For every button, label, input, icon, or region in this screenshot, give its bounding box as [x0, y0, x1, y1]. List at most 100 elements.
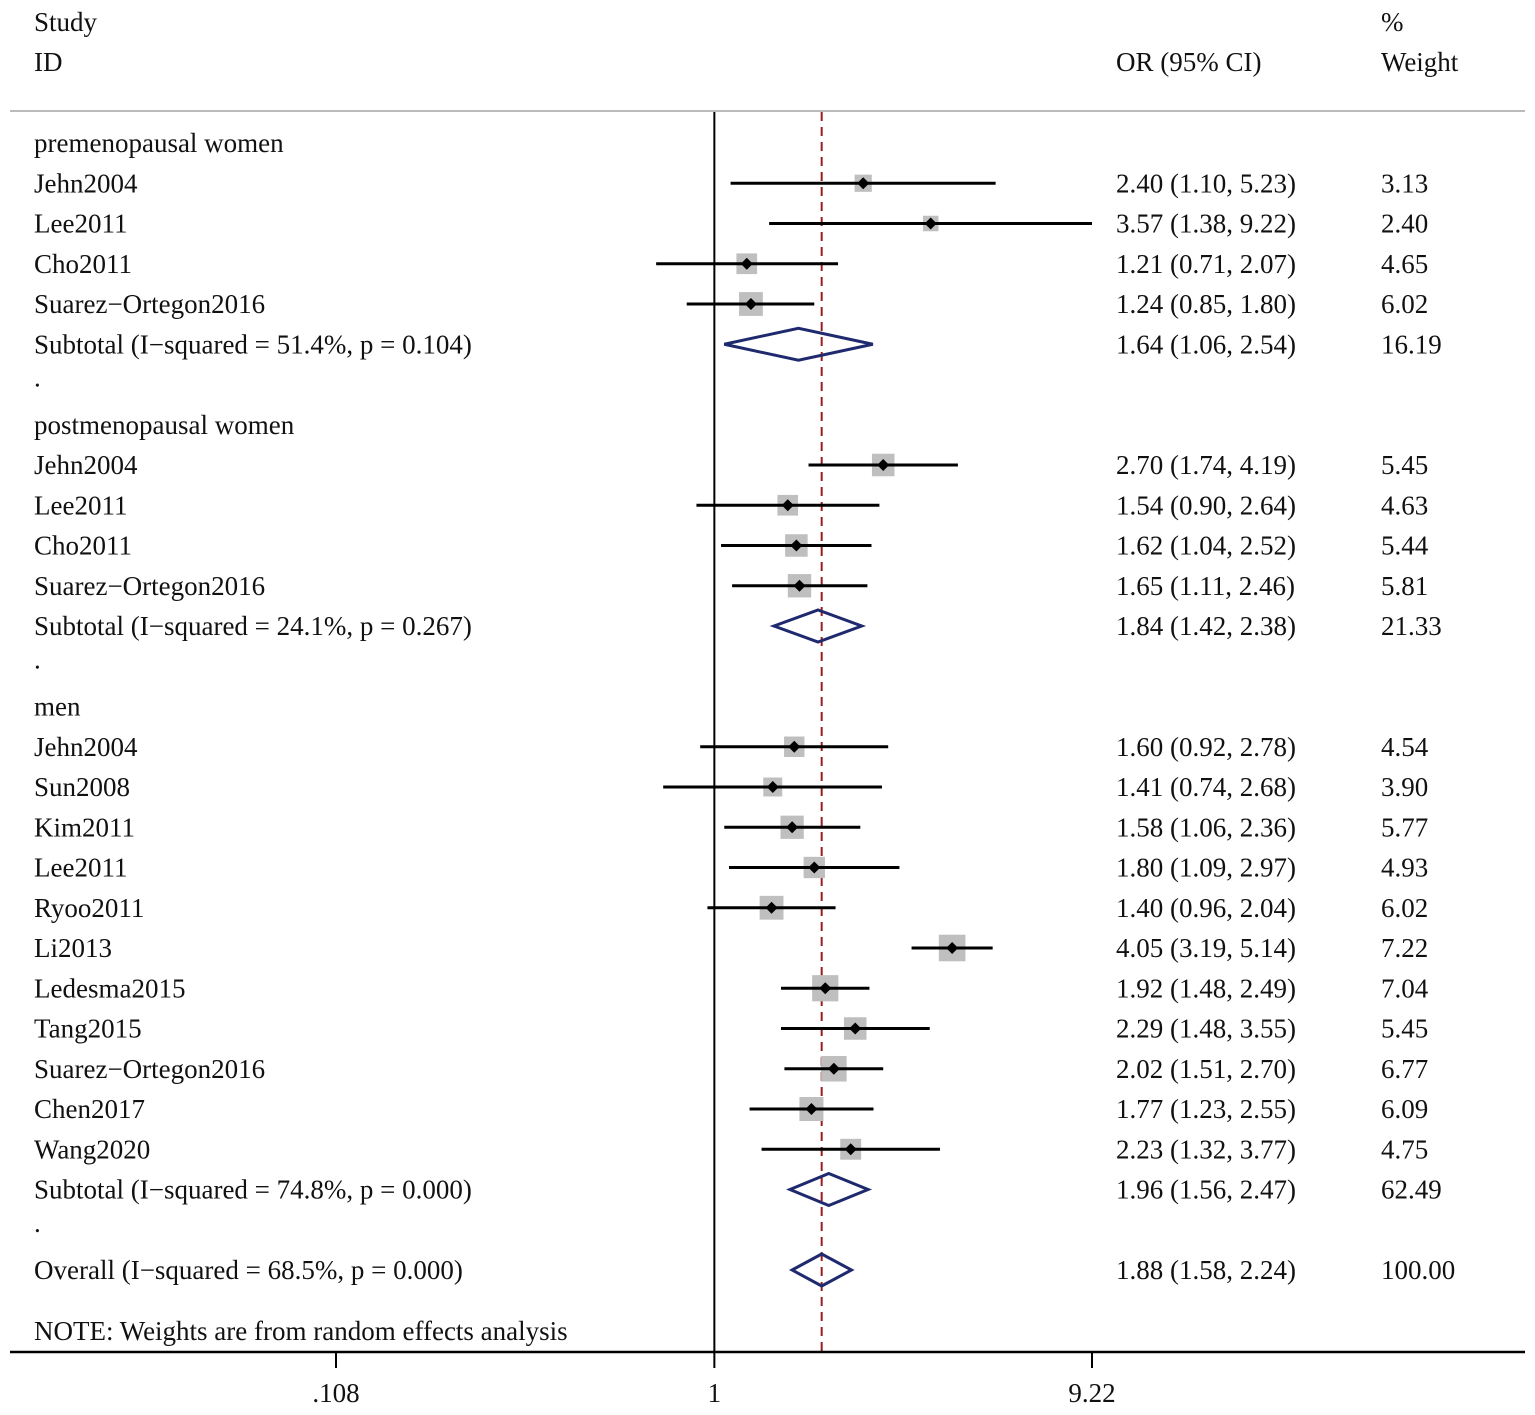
- study-id: Chen2017: [34, 1094, 145, 1124]
- study-id: Cho2011: [34, 531, 132, 561]
- study-point-estimate: [786, 821, 799, 834]
- subtotal-weight: 62.49: [1381, 1175, 1442, 1205]
- study-point-estimate: [819, 982, 832, 995]
- forest-rows: premenopausal women Jehn2004 2.40 (1.10, 5…: [34, 128, 1455, 1288]
- x-tick-label: .108: [312, 1378, 359, 1408]
- study-weight: 6.09: [1381, 1094, 1428, 1124]
- subtotal-diamond: [786, 1171, 873, 1208]
- study-weight: 4.75: [1381, 1134, 1428, 1164]
- study-point-estimate: [827, 1062, 840, 1075]
- study-or-ci: 1.54 (0.90, 2.64): [1116, 490, 1296, 520]
- study-weight: 6.02: [1381, 893, 1428, 923]
- study-or-ci: 1.92 (1.48, 2.49): [1116, 973, 1296, 1003]
- study-or-ci: 1.21 (0.71, 2.07): [1116, 249, 1296, 279]
- subtotal-label: Subtotal (I−squared = 51.4%, p = 0.104): [34, 329, 472, 359]
- group-label: postmenopausal women: [34, 410, 295, 440]
- x-tick-label: 9.22: [1068, 1378, 1115, 1408]
- study-point-estimate: [765, 901, 778, 914]
- study-or-ci: 1.58 (1.06, 2.36): [1116, 812, 1296, 842]
- spacer-dot: .: [34, 363, 41, 393]
- study-or-ci: 2.29 (1.48, 3.55): [1116, 1014, 1296, 1044]
- study-point-estimate: [766, 781, 779, 793]
- study-point-estimate: [740, 257, 753, 270]
- subtotal-or-ci: 1.64 (1.06, 2.54): [1116, 329, 1296, 359]
- study-weight: 3.13: [1381, 168, 1428, 198]
- subtotal-label: Subtotal (I−squared = 24.1%, p = 0.267): [34, 611, 472, 641]
- study-point-estimate: [788, 740, 801, 753]
- study-id: Lee2011: [34, 209, 127, 239]
- study-or-ci: 1.40 (0.96, 2.04): [1116, 893, 1296, 923]
- study-point-estimate: [808, 861, 821, 874]
- study-or-ci: 2.02 (1.51, 2.70): [1116, 1054, 1296, 1084]
- study-point-estimate: [805, 1103, 818, 1115]
- spacer-dot: .: [34, 1208, 41, 1238]
- overall-diamond: [788, 1252, 855, 1288]
- study-id: Sun2008: [34, 772, 130, 802]
- subtotal-diamond: [723, 326, 874, 362]
- study-id: Jehn2004: [34, 168, 138, 198]
- study-or-ci: 1.80 (1.09, 2.97): [1116, 853, 1296, 883]
- study-weight: 6.02: [1381, 289, 1428, 319]
- overall-or-ci: 1.88 (1.58, 2.24): [1116, 1255, 1296, 1285]
- study-point-estimate: [924, 217, 937, 230]
- overall-weight: 100.00: [1381, 1255, 1455, 1285]
- study-id: Jehn2004: [34, 450, 138, 480]
- study-weight: 4.54: [1381, 732, 1429, 762]
- study-id: Li2013: [34, 933, 112, 963]
- study-id: Ledesma2015: [34, 973, 185, 1003]
- study-id: Lee2011: [34, 490, 127, 520]
- study-weight: 5.45: [1381, 1014, 1428, 1044]
- study-id: Suarez−Ortegon2016: [34, 289, 265, 319]
- study-weight: 5.77: [1381, 812, 1428, 842]
- study-weight: 6.77: [1381, 1054, 1428, 1084]
- note-text: NOTE: Weights are from random effects an…: [34, 1316, 568, 1346]
- header-study: Study: [34, 7, 98, 37]
- study-weight: 7.22: [1381, 933, 1428, 963]
- study-or-ci: 1.41 (0.74, 2.68): [1116, 772, 1296, 802]
- study-weight: 7.04: [1381, 973, 1429, 1003]
- study-id: Tang2015: [34, 1014, 142, 1044]
- study-or-ci: 2.23 (1.32, 3.77): [1116, 1134, 1296, 1164]
- study-id: Wang2020: [34, 1134, 150, 1164]
- study-point-estimate: [849, 1022, 862, 1035]
- study-or-ci: 1.24 (0.85, 1.80): [1116, 289, 1296, 319]
- study-point-estimate: [844, 1143, 857, 1156]
- group-label: men: [34, 692, 81, 722]
- study-weight: 4.93: [1381, 853, 1428, 883]
- study-id: Lee2011: [34, 853, 127, 883]
- study-point-estimate: [790, 539, 803, 552]
- study-weight: 3.90: [1381, 772, 1428, 802]
- subtotal-label: Subtotal (I−squared = 74.8%, p = 0.000): [34, 1175, 472, 1205]
- header-weight: Weight: [1381, 47, 1459, 77]
- study-weight: 4.63: [1381, 490, 1428, 520]
- study-id: Jehn2004: [34, 732, 138, 762]
- study-weight: 5.44: [1381, 531, 1429, 561]
- header-weight-percent: %: [1381, 7, 1404, 37]
- study-weight: 4.65: [1381, 249, 1428, 279]
- study-id: Suarez−Ortegon2016: [34, 1054, 265, 1084]
- header-or-ci: OR (95% CI): [1116, 47, 1261, 77]
- subtotal-diamond: [769, 608, 867, 644]
- study-weight: 5.81: [1381, 571, 1428, 601]
- x-tick-label: 1: [708, 1378, 722, 1408]
- study-or-ci: 1.77 (1.23, 2.55): [1116, 1094, 1296, 1124]
- study-point-estimate: [793, 579, 806, 592]
- study-or-ci: 1.60 (0.92, 2.78): [1116, 732, 1296, 762]
- study-or-ci: 1.62 (1.04, 2.52): [1116, 531, 1296, 561]
- group-label: premenopausal women: [34, 128, 284, 158]
- study-or-ci: 3.57 (1.38, 9.22): [1116, 209, 1296, 239]
- study-point-estimate: [877, 459, 890, 471]
- study-point-estimate: [946, 942, 959, 954]
- subtotal-weight: 21.33: [1381, 611, 1442, 641]
- overall-label: Overall (I−squared = 68.5%, p = 0.000): [34, 1255, 463, 1285]
- study-or-ci: 2.40 (1.10, 5.23): [1116, 168, 1296, 198]
- header-id: ID: [34, 47, 63, 77]
- subtotal-weight: 16.19: [1381, 329, 1442, 359]
- study-or-ci: 4.05 (3.19, 5.14): [1116, 933, 1296, 963]
- study-id: Suarez−Ortegon2016: [34, 571, 265, 601]
- study-id: Ryoo2011: [34, 893, 144, 923]
- subtotal-or-ci: 1.96 (1.56, 2.47): [1116, 1175, 1296, 1205]
- subtotal-or-ci: 1.84 (1.42, 2.38): [1116, 611, 1296, 641]
- study-weight: 5.45: [1381, 450, 1428, 480]
